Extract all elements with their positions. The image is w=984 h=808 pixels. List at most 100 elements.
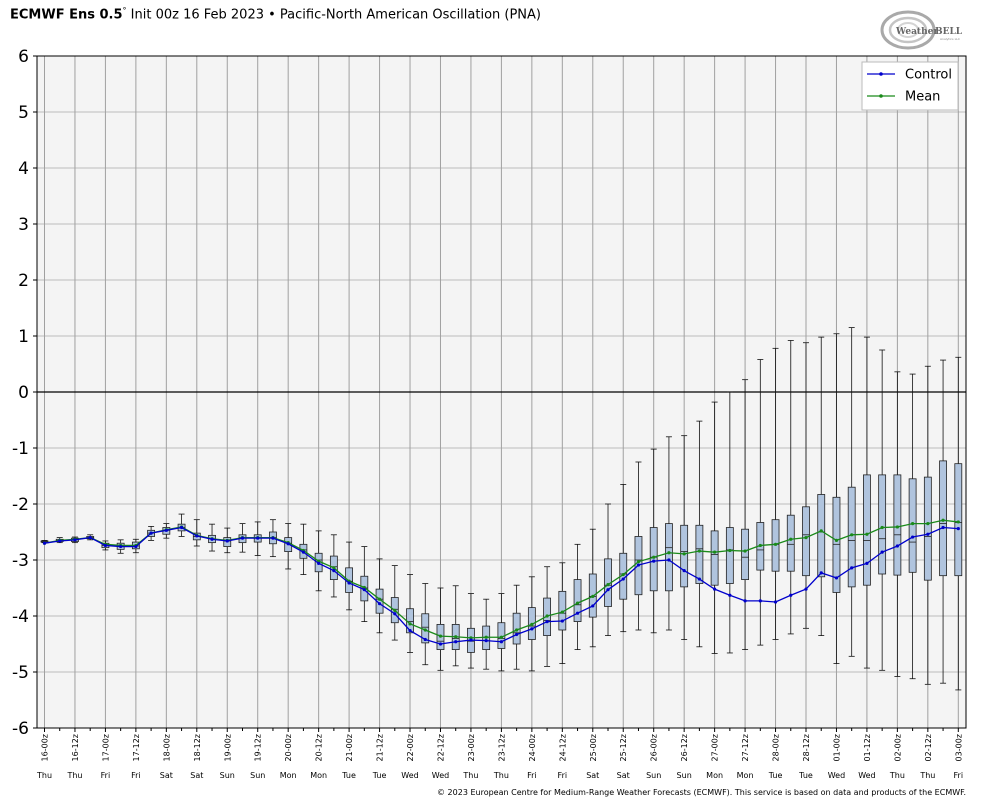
mean-point <box>743 549 747 553</box>
x-day-label: Wed <box>432 771 449 780</box>
box <box>817 494 826 578</box>
mean-point <box>865 532 869 536</box>
control-point <box>773 600 778 604</box>
mean-point <box>850 533 854 537</box>
control-point <box>438 642 443 646</box>
x-day-label: Sat <box>617 771 630 780</box>
box <box>847 486 856 588</box>
mean-point <box>591 594 595 599</box>
mean-point <box>575 601 580 605</box>
control-point <box>911 535 915 539</box>
x-day-label: Thu <box>889 771 905 780</box>
control-point <box>256 536 260 540</box>
control-point <box>865 561 869 565</box>
mean-point <box>804 536 808 540</box>
x-day-label: Sat <box>160 771 173 780</box>
legend-control-marker <box>879 72 883 76</box>
box <box>680 524 689 588</box>
mean-point <box>789 537 793 541</box>
control-point <box>195 534 199 538</box>
x-tick-label: 26-00z <box>650 734 659 761</box>
box <box>695 524 704 584</box>
x-tick-label: 20-12z <box>315 734 324 761</box>
box <box>786 514 795 572</box>
control-point <box>210 537 214 541</box>
control-point <box>225 539 229 543</box>
y-tick-label: -2 <box>12 495 29 515</box>
x-day-label: Fri <box>101 771 111 780</box>
control-point <box>636 563 641 567</box>
mean-point <box>636 560 641 564</box>
control-point <box>73 538 77 542</box>
x-day-label: Fri <box>558 771 568 780</box>
control-point <box>515 632 519 637</box>
x-day-label: Thu <box>919 771 935 780</box>
legend-mean-label: Mean <box>905 90 940 105</box>
plot-frame <box>36 55 967 729</box>
control-point <box>621 577 625 581</box>
control-point <box>332 569 336 573</box>
x-tick-label: 20-00z <box>284 734 293 761</box>
x-day-label: Tue <box>341 771 356 780</box>
box <box>832 496 841 593</box>
y-tick-label: -4 <box>12 607 29 627</box>
x-day-label: Thu <box>66 771 82 780</box>
y-tick-label: 3 <box>18 215 29 235</box>
mean-point <box>560 610 564 614</box>
control-point <box>575 611 580 615</box>
y-tick-label: -6 <box>12 719 29 739</box>
control-point <box>591 604 595 608</box>
x-day-label: Fri <box>527 771 537 780</box>
box <box>878 474 887 575</box>
weatherbell-logo: Weather BELL Analytics LLC <box>880 10 963 50</box>
x-day-label: Thu <box>493 771 509 780</box>
x-tick-label: 24-12z <box>558 734 567 761</box>
control-point <box>454 640 458 644</box>
mean-point <box>484 635 488 639</box>
x-tick-label: 18-00z <box>162 734 171 761</box>
mean-point <box>773 542 778 546</box>
mean-point <box>469 636 473 640</box>
x-day-label: Thu <box>36 771 52 780</box>
control-point <box>317 561 321 565</box>
control-point <box>149 531 153 535</box>
x-day-label: Mon <box>737 771 754 780</box>
control-point <box>804 587 808 591</box>
model-name: ECMWF Ens 0.5 <box>10 7 123 23</box>
y-tick-label: 2 <box>18 271 29 291</box>
control-point <box>377 602 382 606</box>
y-tick-label: -1 <box>12 439 29 459</box>
control-point <box>713 587 717 591</box>
y-tick-label: -5 <box>12 663 29 683</box>
control-point <box>545 620 549 624</box>
x-tick-label: 02-00z <box>893 734 902 761</box>
control-point <box>347 581 351 585</box>
control-point <box>103 543 108 548</box>
x-tick-label: 19-12z <box>254 734 263 761</box>
control-point <box>179 525 184 530</box>
x-day-label: Sun <box>220 771 235 780</box>
box <box>939 460 947 577</box>
svg-text:BELL: BELL <box>935 27 963 37</box>
mean-point <box>880 525 884 530</box>
box <box>725 527 734 584</box>
control-point <box>469 638 473 642</box>
mean-point <box>317 559 321 563</box>
mean-point <box>713 550 717 554</box>
x-day-label: Sat <box>586 771 599 780</box>
x-day-label: Tue <box>798 771 813 780</box>
x-day-label: Wed <box>401 771 418 780</box>
x-day-label: Sat <box>190 771 203 780</box>
svg-text:Analytics LLC: Analytics LLC <box>940 37 960 41</box>
mean-point <box>652 555 656 559</box>
box <box>573 579 582 622</box>
box <box>908 478 917 573</box>
control-point <box>956 527 960 531</box>
x-tick-label: 24-00z <box>528 734 537 761</box>
x-tick-label: 16-00z <box>41 734 50 761</box>
control-point <box>834 576 839 580</box>
mean-point <box>819 529 823 533</box>
x-tick-label: 22-12z <box>436 734 445 761</box>
x-tick-label: 23-00z <box>467 734 476 761</box>
control-point <box>271 536 275 540</box>
